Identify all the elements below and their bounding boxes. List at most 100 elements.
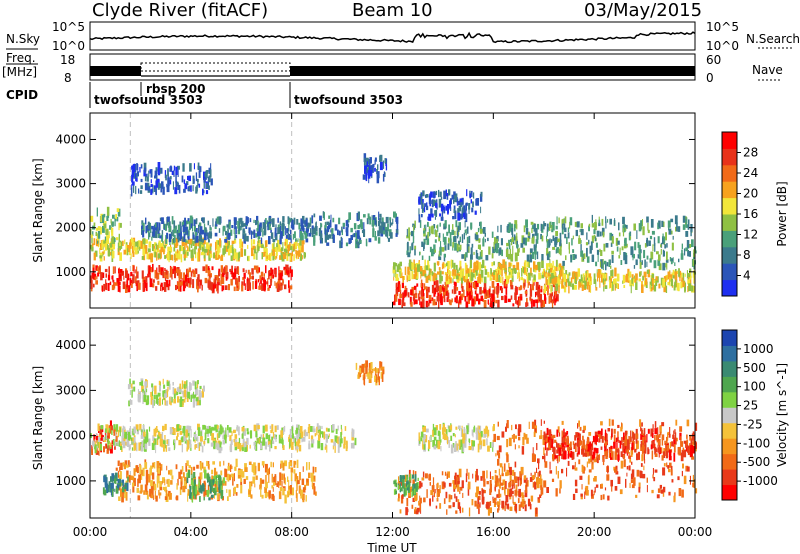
data-cell [566,467,568,477]
data-cell [304,429,306,437]
data-cell [227,466,231,471]
data-cell [506,242,509,247]
data-cell [438,256,442,261]
data-cell [268,236,271,245]
data-cell [280,285,282,290]
data-cell [496,243,500,248]
data-cell [471,429,474,436]
data-cell [547,272,550,278]
data-cell [302,487,306,493]
data-cell [668,225,670,231]
data-cell [112,221,114,227]
data-cell [205,428,207,433]
data-cell [414,471,417,477]
data-cell [518,286,522,291]
data-cell [690,279,692,287]
data-cell [219,425,223,435]
data-cell [256,245,258,251]
data-cell [454,210,457,220]
data-cell [120,488,123,498]
data-cell [244,445,248,452]
data-cell [479,286,482,295]
data-cell [478,298,481,305]
data-cell [144,385,147,389]
data-cell [139,382,142,386]
data-cell [235,458,238,467]
data-cell [301,478,305,485]
data-cell [154,242,157,246]
data-cell [519,480,522,486]
data-cell [246,428,249,432]
data-cell [452,236,455,244]
data-cell [605,261,607,271]
data-cell [113,282,116,289]
data-cell [97,436,101,442]
data-cell [109,442,112,448]
data-cell [646,216,649,223]
data-cell [166,465,168,471]
data-cell [404,474,407,483]
data-cell [406,508,409,513]
data-cell [288,480,290,489]
data-cell [227,473,230,482]
data-cell [681,489,684,498]
data-cell [418,208,420,217]
data-cell [293,436,296,444]
data-cell [466,244,470,253]
data-cell [659,484,662,489]
data-cell [440,241,442,248]
data-cell [493,241,495,249]
data-cell [139,490,143,494]
data-cell [454,444,457,452]
data-cell [275,282,278,289]
data-cell [123,426,126,431]
data-cell [233,286,236,292]
data-cell [496,291,499,298]
data-cell [635,273,638,281]
data-cell [439,293,443,302]
data-cell [497,508,499,513]
data-cell [215,251,218,260]
data-cell [257,462,260,472]
data-cell [199,226,203,235]
data-cell [670,278,673,287]
data-cell [453,269,455,276]
data-cell [265,475,267,484]
data-cell [635,282,638,290]
data-cell [293,469,296,474]
data-cell [428,255,431,261]
data-cell [183,179,186,184]
data-cell [421,241,424,247]
data-cell [404,487,406,494]
data-cell [439,247,442,256]
data-cell [416,271,419,279]
data-cell [423,242,425,249]
data-cell [319,430,321,438]
data-cell [326,226,329,233]
data-cell [532,482,535,488]
data-cell [326,234,330,240]
data-cell [163,223,166,230]
data-cell [298,429,300,434]
data-cell [398,476,400,484]
data-cell [365,360,368,368]
data-cell [307,427,310,434]
data-cell [109,420,112,426]
data-cell [216,216,219,224]
data-cell [305,432,308,437]
data-cell [625,478,627,488]
data-cell [497,266,500,274]
data-cell [667,465,670,469]
data-cell [515,285,517,294]
data-cell [492,246,495,254]
data-cell [542,436,546,445]
data-cell [381,221,384,228]
data-cell [452,245,454,251]
data-cell [122,462,125,467]
data-cell [453,286,457,294]
data-cell [279,221,282,226]
data-cell [384,158,386,163]
data-cell [423,436,425,445]
data-cell [155,400,159,404]
data-cell [93,252,96,261]
